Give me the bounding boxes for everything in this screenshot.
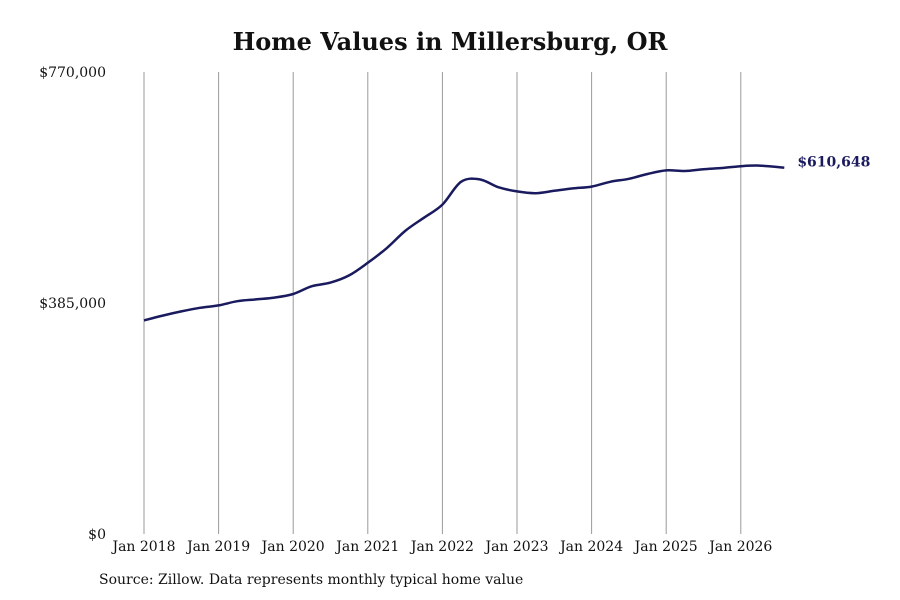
y-tick-label: $0 [88, 527, 106, 543]
x-tick-label: Jan 2022 [409, 539, 474, 555]
end-value-label: $610,648 [797, 155, 870, 171]
x-tick-label: Jan 2020 [260, 539, 325, 555]
gridlines [143, 72, 742, 534]
x-tick-label: Jan 2025 [633, 539, 698, 555]
x-tick-label: Jan 2024 [558, 539, 623, 555]
x-tick-label: Jan 2023 [483, 539, 548, 555]
x-tick-label: Jan 2026 [707, 539, 772, 555]
x-tick-label: Jan 2021 [334, 539, 399, 555]
home-value-line [143, 164, 785, 322]
y-tick-label: $770,000 [39, 65, 106, 81]
x-tick-label: Jan 2018 [110, 539, 175, 555]
source-note: Source: Zillow. Data represents monthly … [99, 572, 524, 588]
x-tick-label: Jan 2019 [185, 539, 250, 555]
x-axis-ticks: Jan 2018 Jan 2019 Jan 2020 Jan 2021 Jan 2022… [110, 539, 772, 555]
chart-title: Home Values in Millersburg, OR [232, 27, 668, 56]
y-tick-label: $385,000 [39, 296, 106, 312]
y-axis-ticks: $0 $385,000 $770,000 [39, 65, 106, 543]
